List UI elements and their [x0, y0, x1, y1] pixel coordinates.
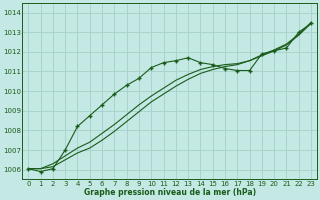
X-axis label: Graphe pression niveau de la mer (hPa): Graphe pression niveau de la mer (hPa) [84, 188, 256, 197]
